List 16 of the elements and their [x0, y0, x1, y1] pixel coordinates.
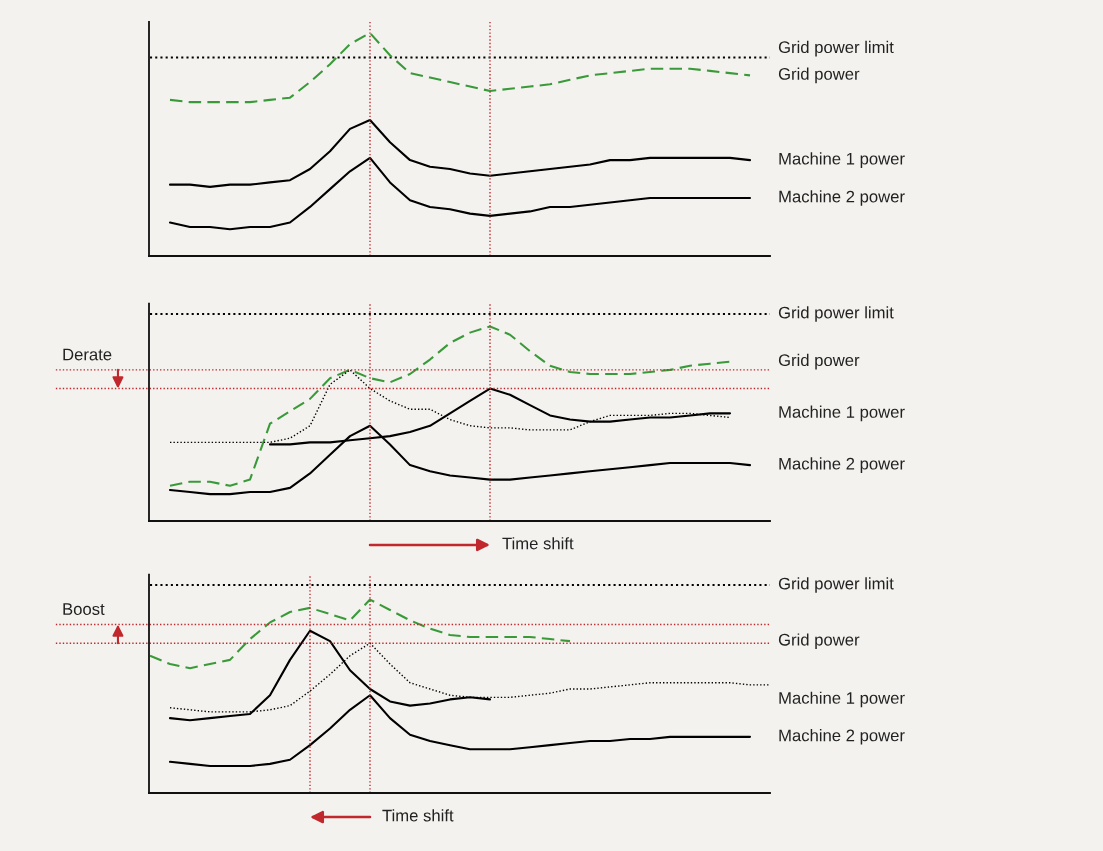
text: Grid power: [778, 353, 860, 370]
text: Derate: [63, 348, 112, 361]
text: Time shift: [502, 537, 574, 550]
series-label: Machine 2 power: [779, 729, 905, 745]
text: Time shift: [382, 809, 454, 822]
series-label: Grid power limit: [778, 40, 894, 57]
series-label: Machine 2 power: [779, 457, 905, 473]
series-label: Machine 2 power: [779, 190, 905, 206]
text: Grid power: [778, 633, 860, 649]
series-label: Grid power limit: [778, 306, 894, 322]
series-label: Grid power: [778, 67, 860, 84]
series-label: Machine 1 power: [779, 152, 905, 168]
text: Machine 1 power: [779, 405, 905, 422]
text: Machine 1 power: [779, 691, 905, 708]
series-label: Grid power limit: [778, 577, 894, 593]
text: Boost: [63, 603, 105, 615]
